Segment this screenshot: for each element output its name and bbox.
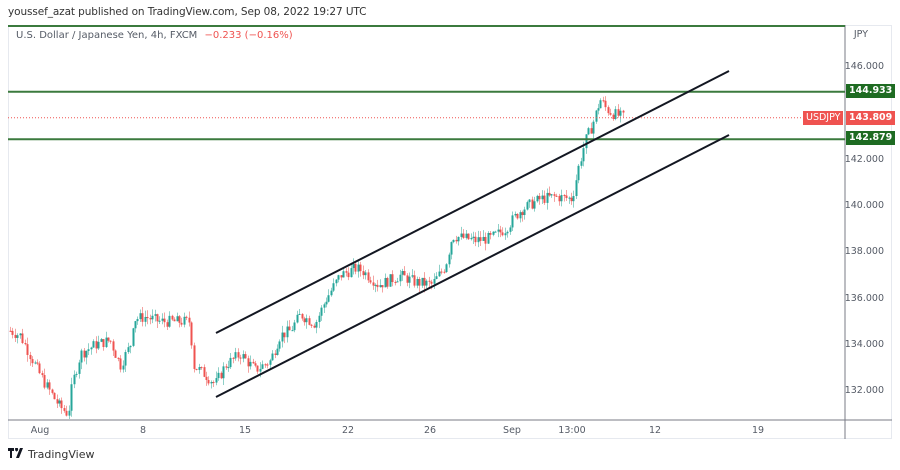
time-tick: 13:00 (558, 425, 586, 436)
time-tick: Sep (503, 425, 521, 436)
time-tick: 22 (341, 425, 355, 436)
current-price-tag: 143.809 (846, 111, 896, 125)
price-tick: 146.000 (844, 61, 884, 72)
price-tick: 132.000 (844, 385, 884, 396)
time-tick: 15 (238, 425, 252, 436)
price-tick: 138.000 (844, 246, 884, 257)
time-tick: Aug (30, 425, 50, 436)
price-tick: 134.000 (844, 339, 884, 350)
chart-legend: U.S. Dollar / Japanese Yen, 4h, FXCM −0.… (16, 30, 293, 41)
time-tick: 19 (751, 425, 765, 436)
price-tick: 136.000 (844, 293, 884, 304)
channel-lower-line[interactable] (215, 134, 730, 398)
resistance-price-tag: 144.933 (846, 84, 896, 98)
symbol-tag: USDJPY (803, 111, 844, 125)
price-tick: 142.000 (844, 154, 884, 165)
currency-label: JPY (853, 29, 868, 40)
support-price-tag: 142.879 (846, 131, 896, 145)
published-by-text: youssef_azat published on TradingView.co… (8, 6, 367, 18)
channel-upper-line[interactable] (215, 70, 730, 334)
price-tick: 140.000 (844, 200, 884, 211)
footer: TradingView (8, 448, 94, 461)
symbol-title: U.S. Dollar / Japanese Yen, 4h, FXCM (16, 30, 198, 41)
time-tick: 8 (139, 425, 147, 436)
price-change: −0.233 (−0.16%) (204, 30, 293, 41)
tradingview-logo-icon[interactable] (8, 448, 24, 461)
time-tick: 12 (648, 425, 662, 436)
chart-frame (8, 25, 892, 439)
brand-name: TradingView (28, 448, 95, 461)
time-tick: 26 (423, 425, 437, 436)
